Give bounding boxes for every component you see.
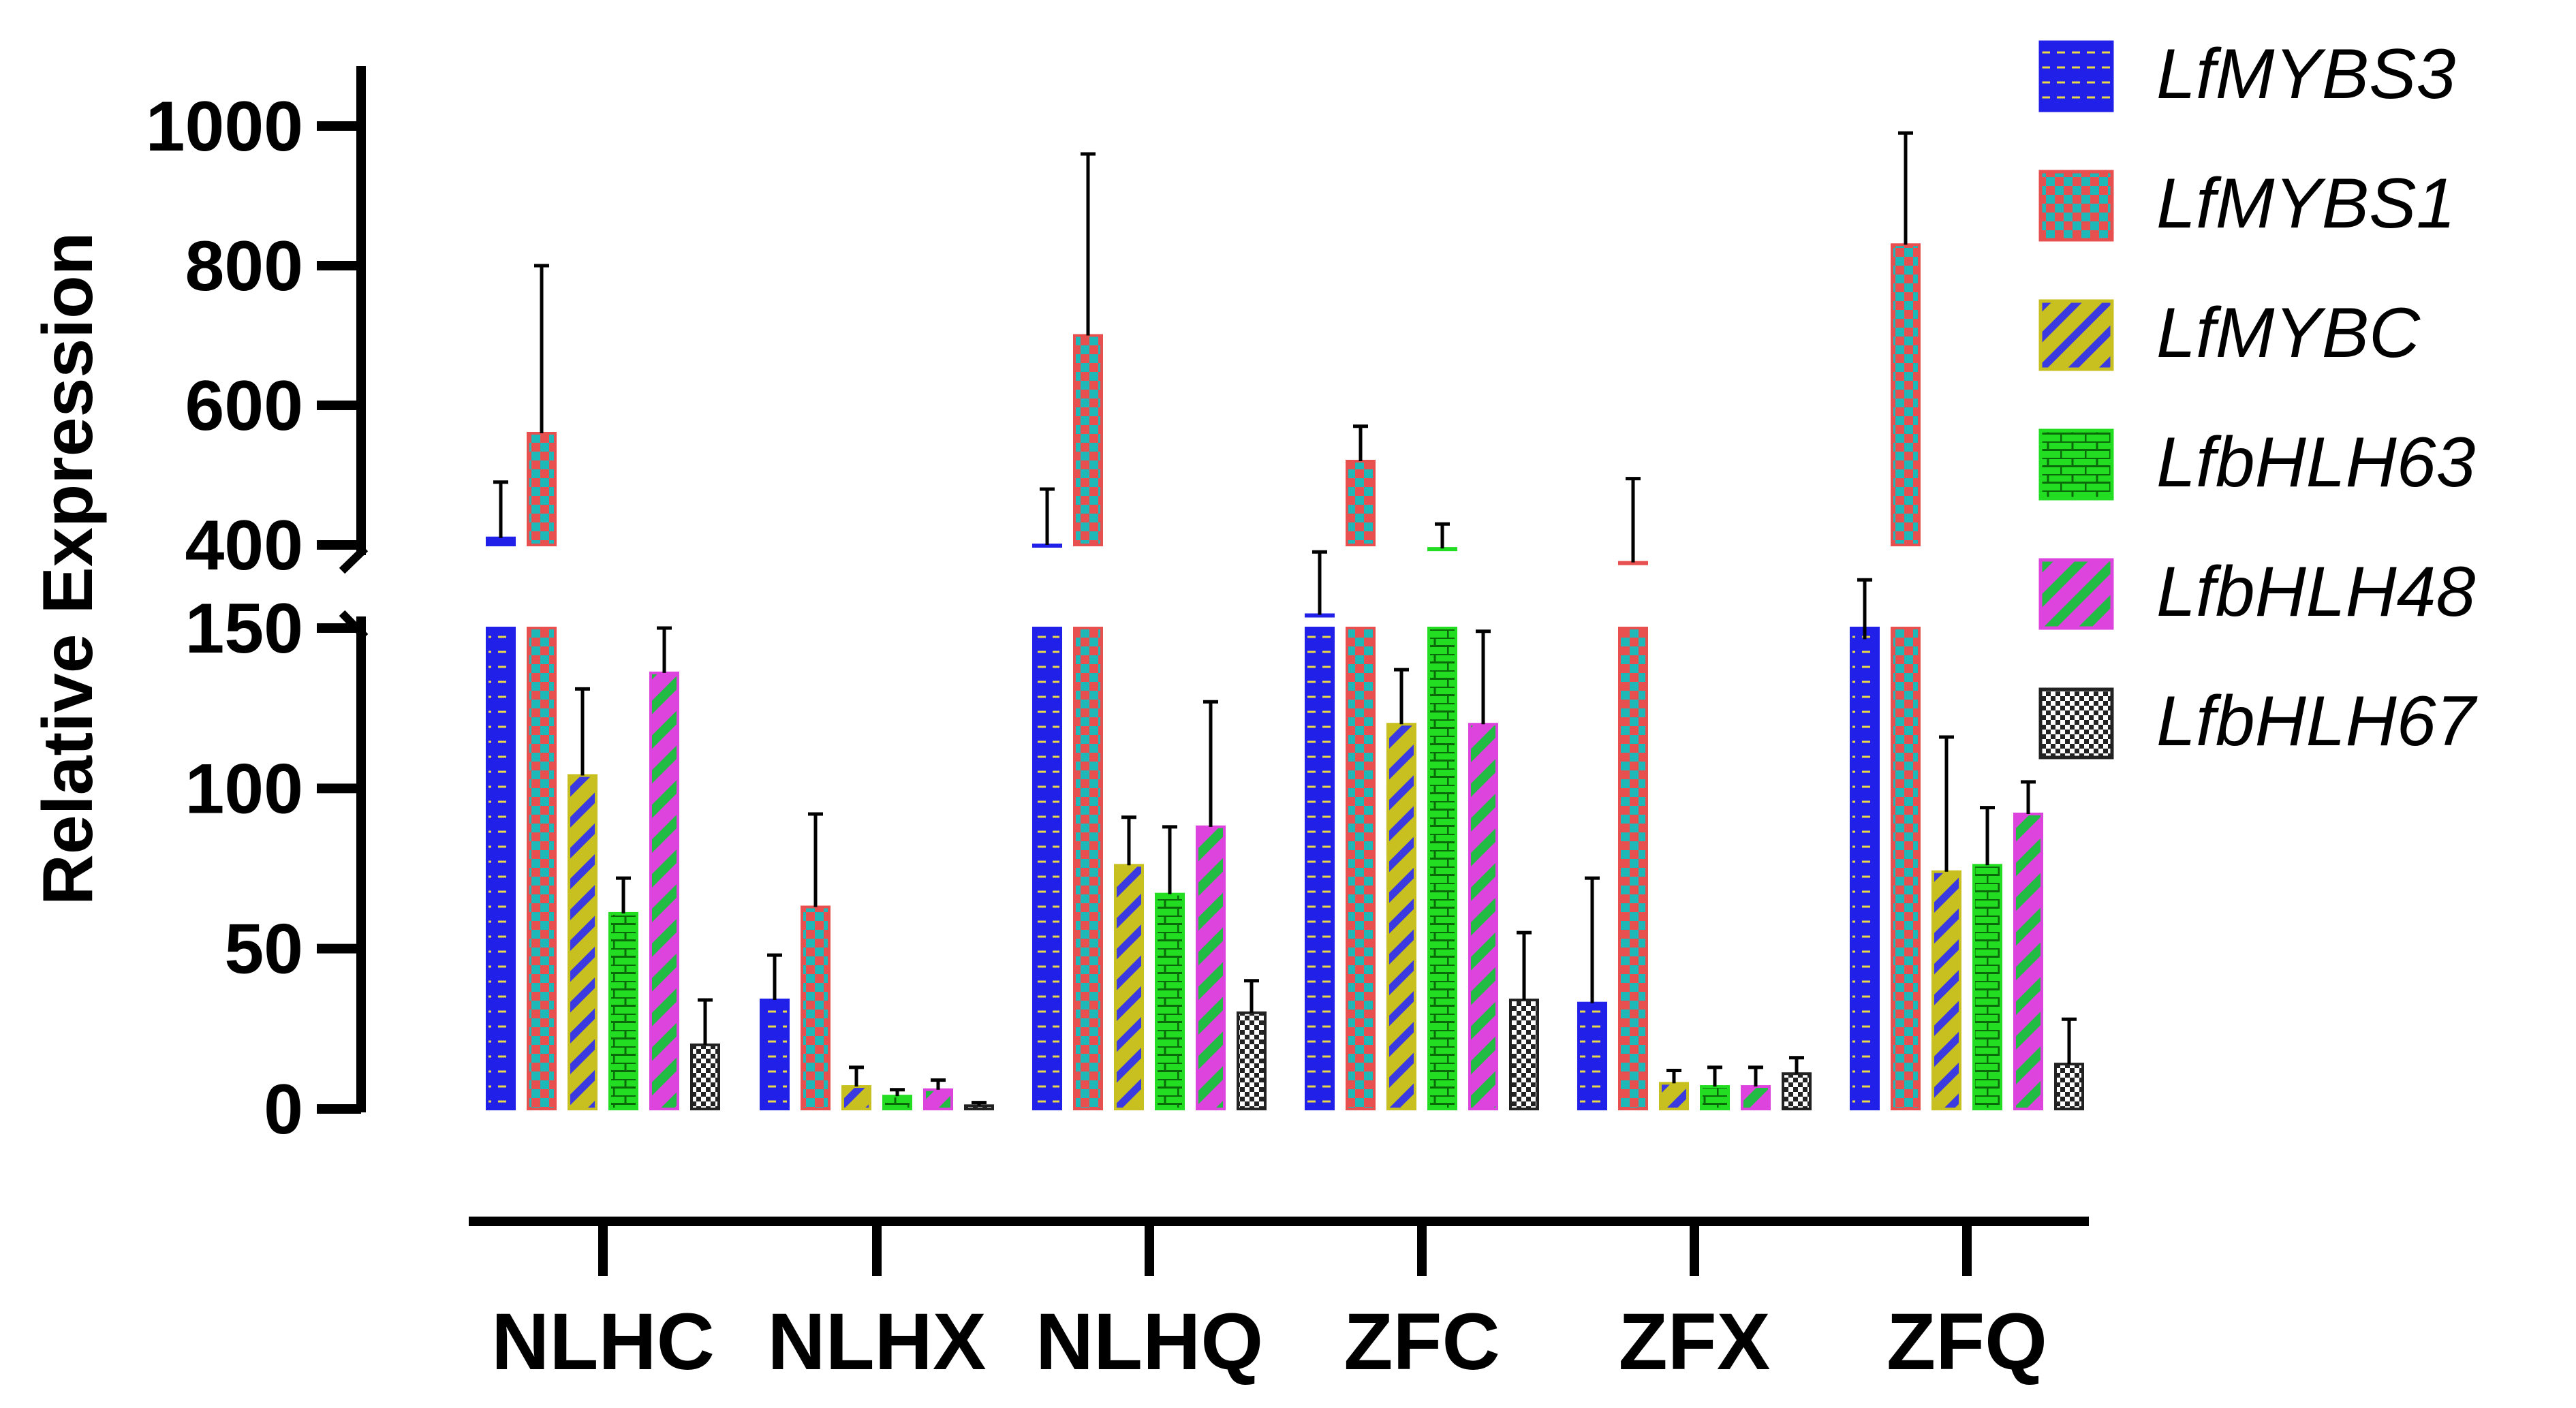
y-tick-label: 100 — [185, 749, 303, 828]
legend-swatch — [2038, 40, 2114, 112]
x-tick-label: NLHQ — [1036, 1297, 1263, 1387]
legend-swatch — [2038, 428, 2114, 501]
bar-upper — [1032, 544, 1062, 548]
x-tick-label: ZFX — [1619, 1297, 1771, 1387]
bar — [1427, 627, 1457, 1110]
legend-label: LfMYBS3 — [2156, 35, 2455, 114]
bar — [1659, 1082, 1689, 1111]
legend: LfMYBS3 LfMYBS1 LfMYBC LfbHLH63 LfbHLH48 LfbH… — [2038, 35, 2478, 761]
y-tick-label: 800 — [185, 227, 303, 306]
bar — [1509, 998, 1539, 1111]
bar — [1032, 627, 1062, 1110]
bar — [608, 911, 638, 1110]
bar — [760, 998, 790, 1111]
y-axis-title: Relative Expression — [29, 232, 108, 905]
legend-label: LfMYBC — [2156, 294, 2421, 373]
bar — [486, 627, 516, 1110]
bar — [964, 1104, 994, 1111]
bar-upper — [1891, 243, 1921, 546]
bar — [649, 671, 679, 1110]
legend-label: LfbHLH67 — [2156, 682, 2478, 761]
bar-upper — [527, 432, 557, 546]
bar — [1931, 870, 1961, 1110]
y-tick-label: 1000 — [146, 87, 303, 166]
bar — [2054, 1063, 2084, 1111]
y-tick-label: 400 — [185, 506, 303, 585]
legend-swatch — [2038, 299, 2114, 371]
legend-swatch — [2038, 558, 2114, 630]
legend-swatch — [2038, 687, 2114, 760]
bar — [568, 774, 598, 1111]
bar-upper — [1305, 613, 1335, 618]
bar-upper — [1346, 460, 1376, 546]
bar — [841, 1085, 871, 1111]
x-tick-label: ZFC — [1344, 1297, 1500, 1387]
y-tick-label: 0 — [264, 1070, 303, 1149]
bar — [1891, 627, 1921, 1110]
legend-label: LfbHLH48 — [2156, 552, 2475, 631]
bar — [1305, 627, 1335, 1110]
bar — [882, 1095, 912, 1111]
bar — [1114, 864, 1144, 1110]
legend-label: LfbHLH63 — [2156, 423, 2475, 502]
y-tick-label: 150 — [185, 589, 303, 668]
bar-upper — [1073, 334, 1103, 546]
bar — [1972, 864, 2002, 1110]
bar — [1700, 1085, 1730, 1111]
bar — [527, 627, 557, 1110]
bars — [486, 131, 2084, 1111]
axes — [317, 66, 2089, 1276]
legend-label: LfMYBS1 — [2156, 164, 2455, 243]
bar — [1346, 627, 1376, 1110]
bar — [1850, 627, 1880, 1110]
legend-swatch — [2038, 170, 2114, 242]
bar — [1155, 892, 1185, 1110]
bar-upper — [1427, 547, 1457, 552]
x-tick-label: NLHX — [767, 1297, 986, 1387]
bar — [2013, 812, 2043, 1111]
bar — [1741, 1085, 1771, 1111]
x-tick-label: NLHC — [491, 1297, 715, 1387]
bar — [1196, 825, 1226, 1111]
bar — [1073, 627, 1103, 1110]
axis-break-mark — [339, 545, 369, 574]
x-tick-label: ZFQ — [1887, 1297, 2047, 1387]
y-tick-label: 50 — [224, 910, 303, 989]
bar — [1577, 1001, 1607, 1111]
bar — [923, 1088, 953, 1111]
bar — [690, 1043, 720, 1111]
bar-upper — [486, 536, 516, 546]
bar-upper — [1850, 638, 1880, 642]
bar — [1468, 723, 1498, 1110]
y-tick-label: 600 — [185, 366, 303, 445]
bar — [1782, 1072, 1812, 1111]
bar — [801, 905, 831, 1110]
bar — [1386, 723, 1416, 1110]
bar-upper — [1618, 561, 1648, 565]
bar — [1618, 627, 1648, 1110]
bar — [1237, 1011, 1267, 1111]
